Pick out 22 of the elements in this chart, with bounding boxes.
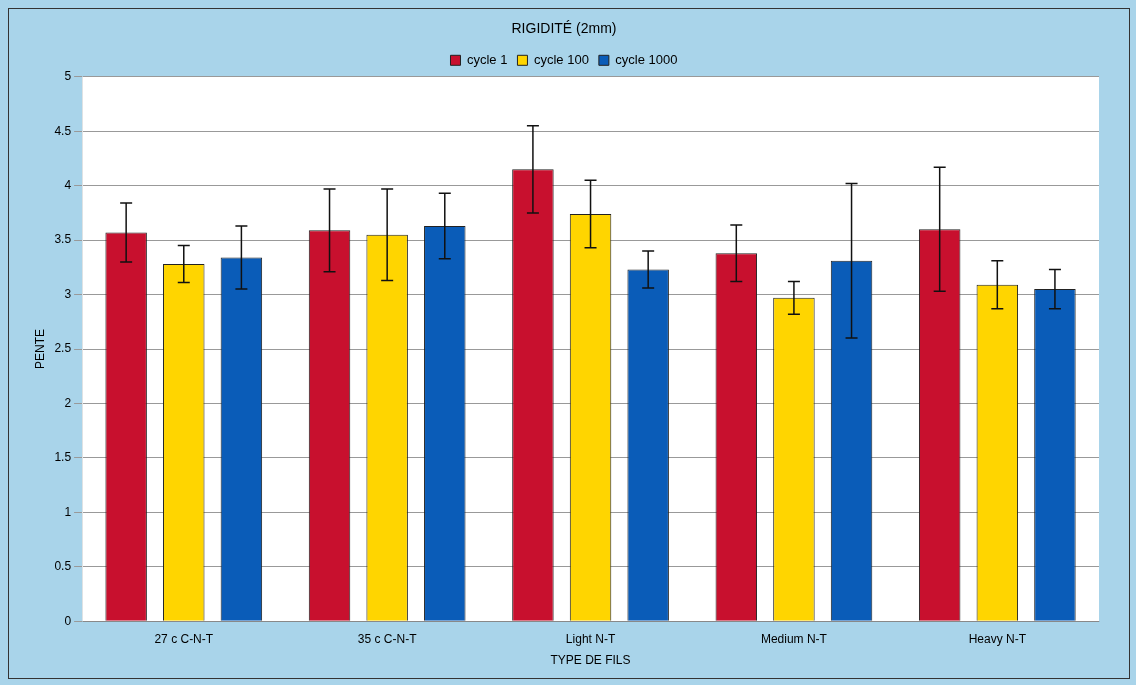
y-tick-label: 4.5: [54, 123, 72, 138]
legend-label: cycle 1000: [615, 51, 678, 67]
x-tick-label: Medium N-T: [760, 631, 828, 646]
x-axis-title: TYPE DE FILS: [550, 653, 631, 668]
y-tick-label: 3: [64, 286, 72, 301]
y-tick-label: 1.5: [54, 450, 72, 465]
y-axis-title: PENTE: [32, 328, 47, 370]
legend-label: cycle 100: [533, 51, 589, 67]
y-tick-label: 1: [64, 504, 72, 519]
x-tick-label: 27 c C-N-T: [154, 631, 214, 646]
x-tick-label: Heavy N-T: [968, 631, 1027, 646]
y-tick-label: 0: [64, 613, 72, 628]
y-tick-label: 4: [64, 177, 72, 192]
legend-label: cycle 1: [466, 51, 508, 67]
y-tick-label: 5: [64, 69, 72, 84]
x-tick-label: 35 c C-N-T: [357, 631, 418, 646]
y-tick-label: 2.5: [54, 341, 72, 356]
y-tick-label: 3.5: [54, 232, 72, 247]
y-tick-label: 2: [64, 395, 72, 410]
y-tick-label: 0.5: [54, 559, 72, 574]
chart-title: RIGIDITÉ (2mm): [511, 20, 617, 37]
x-tick-label: Light N-T: [565, 631, 616, 646]
